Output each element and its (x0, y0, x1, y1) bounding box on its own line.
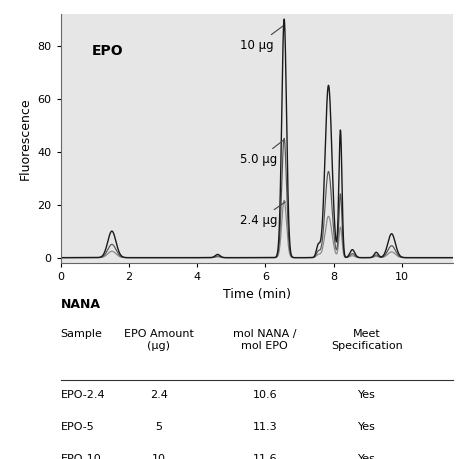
Text: EPO Amount
(μg): EPO Amount (μg) (124, 329, 194, 351)
Text: EPO: EPO (92, 44, 124, 58)
Text: 11.6: 11.6 (252, 454, 277, 459)
Text: 5.0 μg: 5.0 μg (240, 140, 283, 166)
Text: 2.4 μg: 2.4 μg (240, 202, 285, 227)
Text: EPO-10: EPO-10 (61, 454, 101, 459)
Text: mol NANA /
mol EPO: mol NANA / mol EPO (233, 329, 297, 351)
Text: 10: 10 (152, 454, 166, 459)
Text: 2.4: 2.4 (150, 390, 168, 400)
X-axis label: Time (min): Time (min) (223, 287, 291, 301)
Text: 10.6: 10.6 (252, 390, 277, 400)
Text: Sample: Sample (61, 329, 103, 339)
Text: 5: 5 (156, 422, 162, 432)
Text: 11.3: 11.3 (252, 422, 277, 432)
Text: EPO-2.4: EPO-2.4 (61, 390, 106, 400)
Text: 10 μg: 10 μg (240, 26, 283, 52)
Text: Yes: Yes (358, 390, 375, 400)
Text: EPO-5: EPO-5 (61, 422, 94, 432)
Text: Yes: Yes (358, 454, 375, 459)
Y-axis label: Fluorescence: Fluorescence (19, 97, 32, 179)
Text: Meet
Specification: Meet Specification (331, 329, 403, 351)
Text: NANA: NANA (61, 298, 101, 312)
Text: Yes: Yes (358, 422, 375, 432)
